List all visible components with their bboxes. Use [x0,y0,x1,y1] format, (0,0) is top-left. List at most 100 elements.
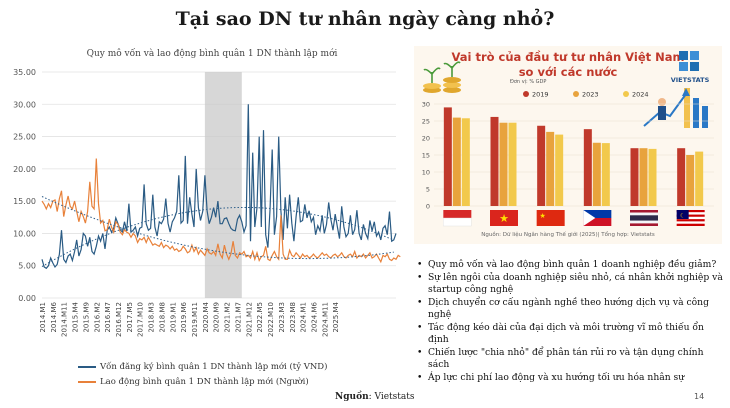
bar-y-tick-label: 5 [426,186,430,194]
x-tick-label: 2019.M1 [169,302,177,333]
vietstats-logo-text: VIETSTATS [670,76,710,84]
thailand-flag-icon [630,210,658,226]
bar-Thái Lan-2023 [639,148,648,206]
bar-Trung Quốc-2023 [546,131,555,206]
x-tick-label: 2019.M6 [180,301,188,332]
bar-Trung Quốc-2024 [555,134,564,206]
y-tick-label: 15.00 [13,197,36,206]
reasons-list: Quy mô vốn và lao động bình quân 1 doanh… [414,259,724,385]
legend-capital: Vốn đăng ký bình quân 1 DN thành lập mới… [78,362,327,372]
x-tick-label: 2023.M3 [278,302,286,333]
x-tick-label: 2024.M6 [310,301,318,332]
bar-Malaysia-2019 [677,148,686,206]
vietstats-logo-icon [679,51,699,71]
bar-Trung Quốc-2019 [537,125,546,206]
infographic-title-line2: so với các nước [518,65,618,79]
left-line-chart: Quy mô vốn và lao động bình quân 1 DN th… [13,48,401,337]
svg-text:★: ★ [499,212,509,225]
x-tick-label: 2025.M4 [332,301,340,332]
x-tick-label: 2020.M4 [202,301,210,332]
x-tick-label: 2021.M12 [245,302,253,337]
left-chart-title: Quy mô vốn và lao động bình quân 1 DN th… [87,48,338,59]
slide-title: Tại sao DN tư nhân ngày càng nhỏ? [175,8,555,30]
y-tick-label: 10.00 [13,229,36,238]
bar-Malaysia-2023 [686,155,695,206]
capital-trendline [41,207,394,268]
y-tick-label: 30.00 [13,100,36,109]
bar-Indonesia-2023 [452,117,461,206]
bar-Philippines-2024 [601,143,610,206]
legend-labor-label: Lao động bình quân 1 DN thành lập mới (N… [100,377,309,387]
bar-Thái Lan-2019 [630,148,639,206]
x-tick-label: 2021.M2 [224,302,232,333]
bar-Việt Nam-2019 [490,116,499,206]
reason-item: Quy mô vốn và lao động bình quân 1 doanh… [414,259,724,271]
legend-capital-swatch [78,365,96,368]
x-tick-label: 2022.M5 [256,302,264,333]
x-tick-label: 2015.M4 [72,301,80,332]
bar-Thái Lan-2024 [648,148,657,206]
x-tick-label: 2016.M12 [115,302,123,337]
x-tick-label: 2023.M8 [289,302,297,333]
legend-dot-2023 [573,91,579,97]
vietnam-flag-icon: ★ [490,210,518,226]
source-label: Nguồn [335,392,369,402]
reason-item: Chiến lược "chia nhỏ" để phân tán rủi ro… [414,347,724,371]
legend-dot-2024 [623,91,629,97]
x-tick-label: 2018.M8 [158,302,166,333]
x-tick-label: 2022.M10 [267,302,275,337]
source-note: Nguồn: Vietstats [335,392,415,402]
y-tick-label: 20.00 [13,165,36,174]
bar-y-tick-label: 25 [422,118,430,126]
bar-chart-area: 2019 2023 2024 0 5 10 15 20 25 30 ★ ★ ☾ [422,91,714,227]
svg-text:☾: ☾ [680,213,685,220]
bar-y-tick-label: 0 [426,203,430,211]
labor-trendline [41,196,394,260]
malaysia-flag-icon: ☾ [676,210,705,226]
x-tick-label: 2014.M6 [50,301,58,332]
capital-series-line [41,104,397,270]
reason-item: Dịch chuyển cơ cấu ngành nghề theo hướng… [414,297,724,321]
y-tick-label: 25.00 [13,133,36,142]
vietstats-logo: VIETSTATS [668,50,712,84]
infographic-unit: Đơn vị: % GDP [510,79,547,85]
indonesia-flag-icon [443,210,472,227]
infographic-title-line1: Vai trò của đầu tư tư nhân Việt Nam [451,50,685,64]
x-tick-label: 2024.M1 [300,302,308,333]
x-tick-label: 2018.M3 [148,302,156,333]
reason-item: Sự lên ngôi của doanh nghiệp siêu nhỏ, c… [414,272,724,296]
infographic-footer: Nguồn: Dữ liệu Ngân hàng Thế giới (2025)… [481,232,655,238]
bar-Philippines-2019 [583,129,592,206]
bar-y-tick-label: 15 [422,152,430,160]
covid-shaded-region [204,72,242,298]
x-tick-label: 2017.M5 [126,302,134,333]
y-tick-label: 5.00 [18,262,36,271]
bar-Indonesia-2024 [461,118,470,206]
y-tick-label: 35.00 [13,68,36,77]
x-tick-label: 2024.M11 [321,302,329,337]
x-tick-label: 2014.M11 [61,302,69,337]
legend-label-2019: 2019 [532,91,549,99]
x-tick-label: 2016.M2 [93,302,101,333]
bar-y-tick-label: 10 [422,169,430,177]
bar-Việt Nam-2023 [499,122,508,206]
x-tick-label: 2014.M1 [39,302,47,333]
investment-infographic: Vai trò của đầu tư tư nhân Việt Nam so v… [414,46,722,244]
reason-item: Tác động kéo dài của đại dịch và môi trư… [414,322,724,346]
page-number: 14 [694,392,705,401]
x-tick-label: 2019.M11 [191,302,199,337]
bar-Indonesia-2019 [443,107,452,206]
legend-dot-2019 [523,91,529,97]
bar-y-tick-label: 30 [422,101,430,109]
bar-Philippines-2023 [592,142,601,206]
legend-label-2023: 2023 [582,91,599,99]
y-tick-label: 0.00 [18,294,36,303]
x-tick-label: 2015.M9 [82,302,90,333]
labor-series-line [41,158,401,264]
legend-capital-label: Vốn đăng ký bình quân 1 DN thành lập mới… [100,362,328,372]
bar-Malaysia-2024 [695,151,704,206]
x-tick-label: 2016.M7 [104,302,112,333]
svg-text:★: ★ [540,212,546,220]
x-tick-label: 2020.M9 [213,302,221,333]
bar-y-tick-label: 20 [422,135,430,143]
